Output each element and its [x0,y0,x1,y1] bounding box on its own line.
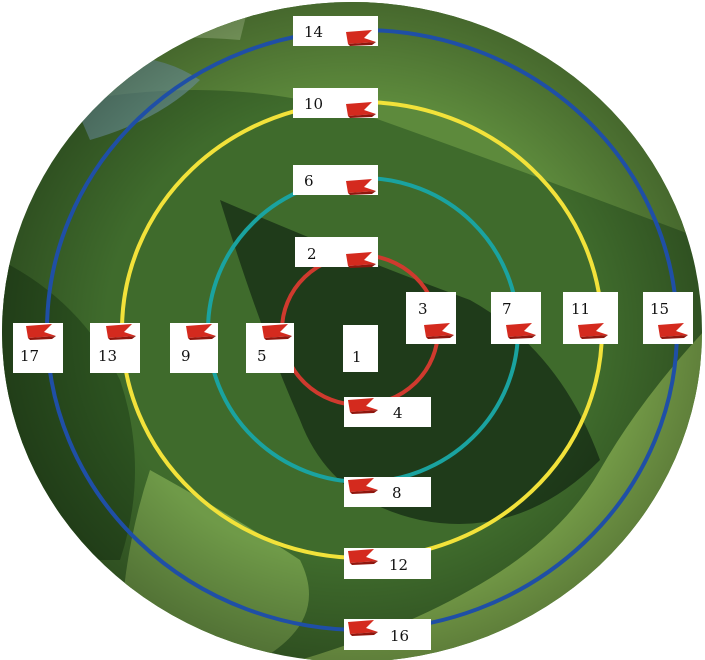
label-12-box: 12 [344,548,431,579]
label-11: 11 [571,300,590,318]
label-14: 14 [304,23,323,41]
label-17: 17 [20,347,39,365]
label-1: 1 [352,348,362,366]
label-10-box: 10 [293,88,378,118]
label-1-box: 1 [343,325,378,372]
label-4: 4 [393,404,403,422]
label-3-box: 3 [406,292,456,344]
label-13: 13 [98,347,117,365]
label-4-box: 4 [344,397,431,427]
label-7-box: 7 [491,292,541,344]
label-13-box: 13 [90,323,140,373]
label-14-box: 14 [293,16,378,46]
label-12: 12 [389,556,408,574]
label-5-box: 5 [246,323,294,373]
label-2: 2 [307,245,317,263]
label-8-box: 8 [344,477,431,507]
label-10: 10 [304,95,323,113]
label-7: 7 [502,300,512,318]
label-3: 3 [418,300,428,318]
label-5: 5 [257,347,267,365]
label-6: 6 [304,172,314,190]
label-2-box: 2 [295,237,378,268]
label-15: 15 [650,300,669,318]
label-9: 9 [181,347,191,365]
label-11-box: 11 [563,292,618,344]
label-6-box: 6 [293,165,378,195]
label-17-box: 17 [13,323,63,373]
label-16-box: 16 [344,619,431,650]
label-16: 16 [390,627,409,645]
label-9-box: 9 [170,323,218,373]
label-15-box: 15 [643,292,693,344]
label-8: 8 [392,484,402,502]
